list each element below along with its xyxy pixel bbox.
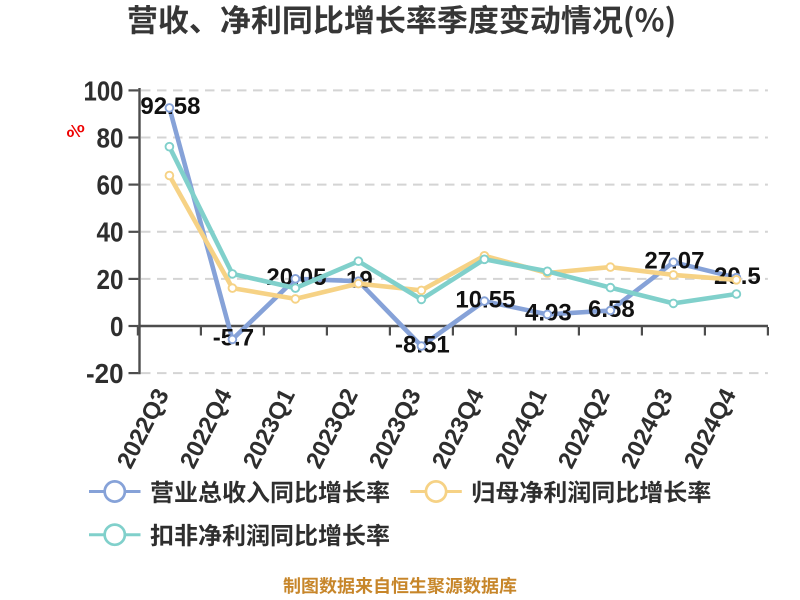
svg-text:2024Q3: 2024Q3	[616, 384, 679, 472]
svg-text:20: 20	[97, 264, 124, 295]
svg-text:100: 100	[84, 75, 124, 106]
svg-text:0: 0	[110, 311, 124, 342]
svg-text:2024Q1: 2024Q1	[490, 384, 553, 472]
svg-text:2023Q4: 2023Q4	[427, 384, 490, 473]
svg-text:-20: -20	[86, 358, 124, 389]
svg-text:2023Q3: 2023Q3	[364, 384, 427, 472]
svg-text:2023Q1: 2023Q1	[238, 384, 301, 472]
svg-text:2024Q4: 2024Q4	[679, 384, 742, 473]
svg-text:2024Q2: 2024Q2	[553, 384, 616, 472]
svg-text:80: 80	[97, 122, 124, 153]
svg-text:2022Q4: 2022Q4	[175, 384, 238, 473]
svg-text:2023Q2: 2023Q2	[301, 384, 364, 472]
svg-text:40: 40	[97, 217, 124, 248]
svg-text:2022Q3: 2022Q3	[112, 384, 175, 472]
svg-text:60: 60	[97, 170, 124, 201]
